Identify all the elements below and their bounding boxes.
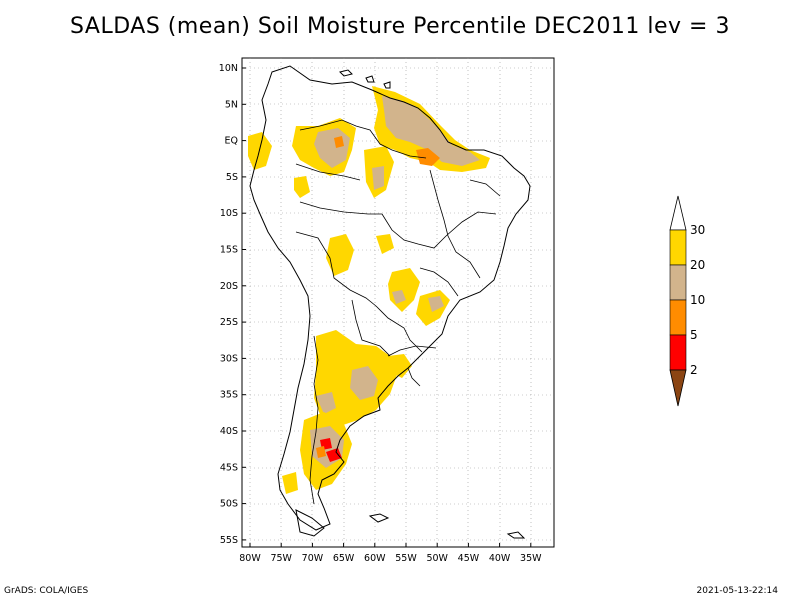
- shade-20-30: [326, 234, 354, 276]
- colorbar-bottom-triangle: [669, 369, 687, 407]
- lon-tick-label-80w: 80W: [239, 553, 261, 564]
- colorbar-segment-5-10: [669, 299, 687, 336]
- colorbar-segment-2-5: [669, 334, 687, 371]
- soil-moisture-shading: [248, 86, 490, 494]
- chart-title: SALDAS (mean) Soil Moisture Percentile D…: [70, 14, 730, 39]
- shade-20-30: [376, 234, 394, 254]
- lat-tick-label-20s: 20S: [220, 281, 238, 292]
- colorbar-label-20: 20: [690, 258, 705, 272]
- lon-tick-label-50w: 50W: [426, 553, 448, 564]
- lat-tick-label-15s: 15S: [220, 245, 238, 256]
- shade-10-20: [392, 290, 406, 304]
- shade-20-30: [388, 354, 412, 378]
- shade-10-20: [316, 392, 336, 414]
- shade-10-20: [372, 166, 384, 190]
- lon-tick-label-65w: 65W: [333, 553, 355, 564]
- lon-tick-label-45w: 45W: [458, 553, 480, 564]
- lon-tick-label-70w: 70W: [302, 553, 324, 564]
- shade-20-30: [294, 176, 310, 198]
- lat-tick-label-40s: 40S: [220, 426, 238, 437]
- tierra-del-fuego: [295, 509, 325, 537]
- colorbar-label-10: 10: [690, 293, 705, 307]
- colorbar-segment-10-20: [669, 264, 687, 301]
- lat-tick-label-45s: 45S: [220, 462, 238, 473]
- colorbar-segment-20-30: [669, 229, 687, 266]
- shade-20-30: [282, 472, 298, 494]
- colorbar-label-2: 2: [690, 363, 698, 377]
- lat-tick-label-5s: 5S: [226, 172, 238, 183]
- lat-tick-label-35s: 35S: [220, 390, 238, 401]
- colorbar-label-30: 30: [690, 223, 705, 237]
- lon-tick-label-60w: 60W: [364, 553, 386, 564]
- shade-20-30: [248, 132, 272, 170]
- lon-tick-label-35w: 35W: [520, 553, 542, 564]
- lon-tick-label-75w: 75W: [270, 553, 292, 564]
- coastlines: [249, 65, 531, 539]
- footer-timestamp: 2021-05-13-22:14: [696, 586, 779, 596]
- lat-tick-label-55s: 55S: [220, 535, 238, 546]
- lat-tick-label-50s: 50S: [220, 499, 238, 510]
- south-america-coastline: [249, 65, 531, 531]
- shade-10-20: [350, 366, 378, 400]
- shade-5-10: [316, 446, 326, 458]
- longitude-tick-labels: 80W 75W 70W 65W 60W 55W 50W 45W 40W 35W: [239, 543, 542, 564]
- colorbar-label-5: 5: [690, 328, 698, 342]
- lat-tick-label-5n: 5N: [225, 99, 238, 110]
- gridlines: [242, 58, 554, 547]
- lon-tick-label-55w: 55W: [395, 553, 417, 564]
- lat-tick-label-30s: 30S: [220, 353, 238, 364]
- latitude-tick-labels: 10N 5N EQ 5S 10S 15S 20S 25S 30S 35S 40S 45S 50S 55S: [219, 63, 246, 546]
- lat-tick-label-25s: 25S: [220, 317, 238, 328]
- colorbar: 30 20 10 5 2: [669, 195, 705, 407]
- lat-tick-label-10n: 10N: [219, 63, 238, 74]
- shade-2-5: [326, 448, 342, 462]
- footer-credit: GrADS: COLA/IGES: [4, 586, 89, 596]
- caribbean-islands: [339, 69, 526, 539]
- lat-tick-label-10s: 10S: [220, 208, 238, 219]
- shade-10-20: [382, 96, 480, 166]
- shade-10-20: [428, 296, 444, 312]
- lon-tick-label-40w: 40W: [489, 553, 511, 564]
- country-borders: [295, 119, 501, 505]
- falklands: [368, 513, 390, 523]
- colorbar-top-triangle: [669, 195, 687, 231]
- shade-5-10: [416, 148, 440, 166]
- lat-tick-label-eq: EQ: [225, 136, 238, 147]
- shade-5-10: [334, 136, 344, 148]
